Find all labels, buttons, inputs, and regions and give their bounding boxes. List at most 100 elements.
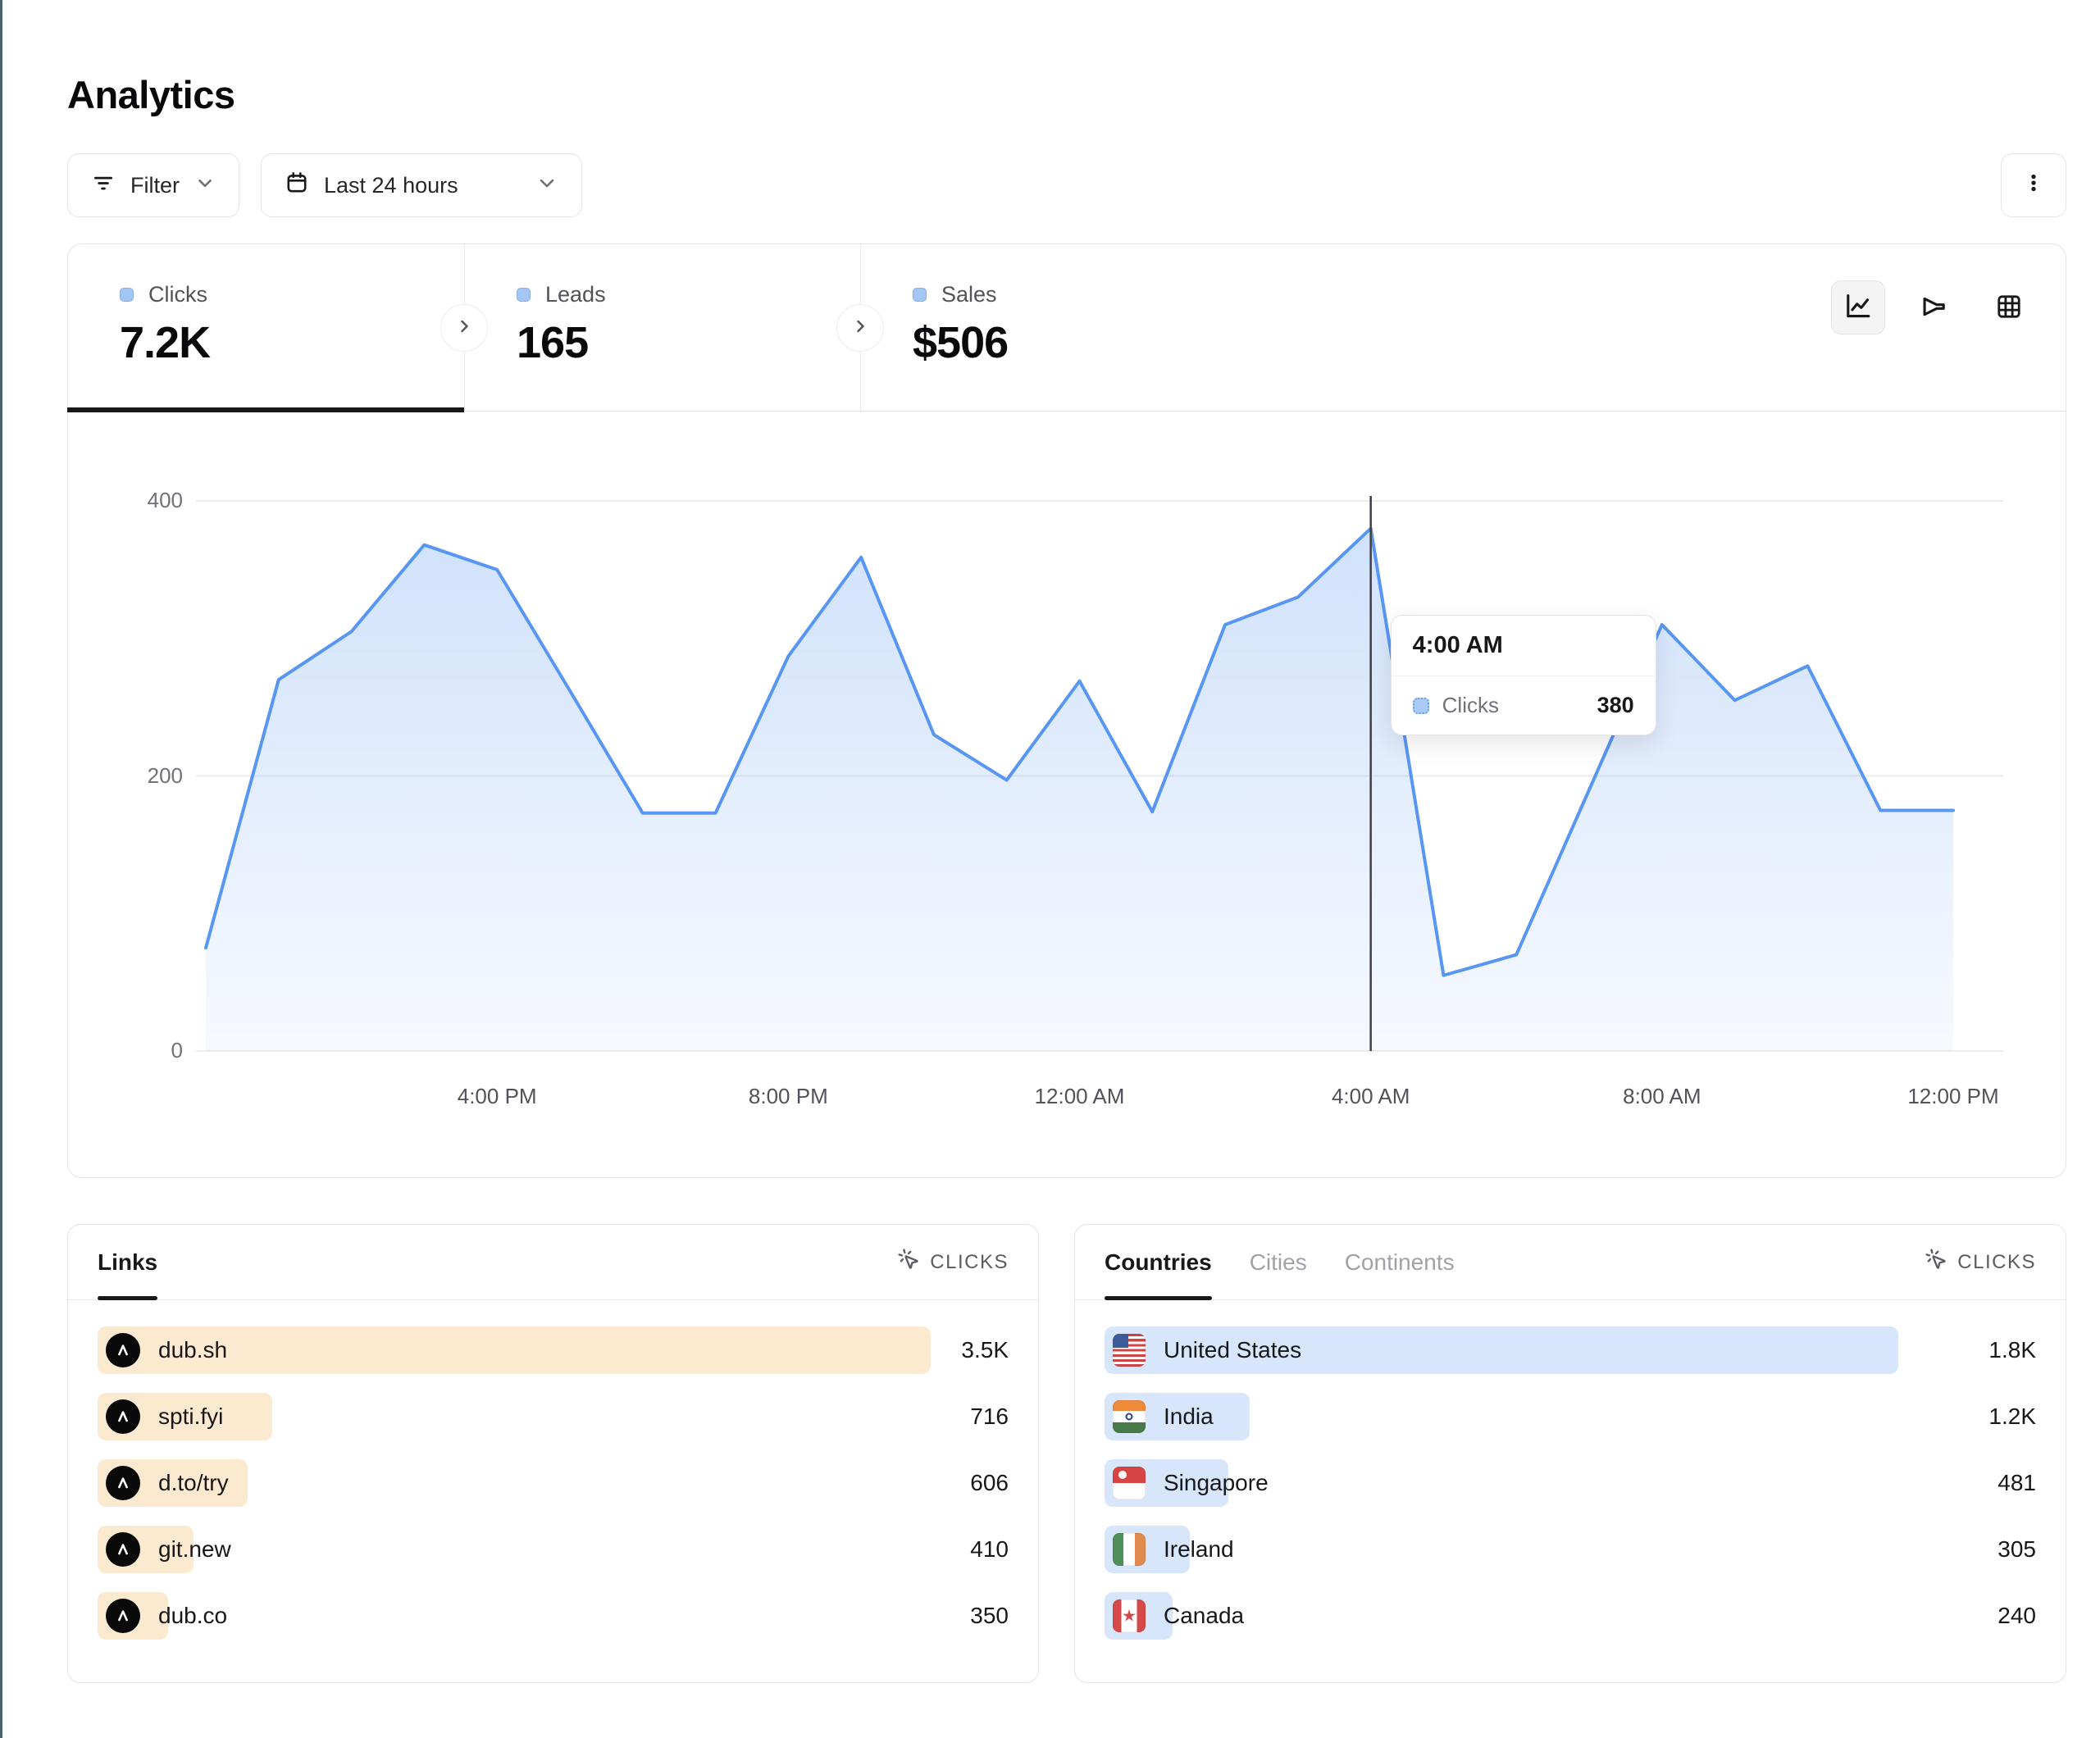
tab-continents[interactable]: Continents <box>1344 1249 1455 1275</box>
y-axis-label: 400 <box>147 488 183 512</box>
row-label: git.new <box>158 1536 231 1562</box>
row-value: 3.5K <box>961 1337 1009 1363</box>
filter-icon <box>91 171 116 201</box>
line-chart-view-button[interactable] <box>1831 280 1885 334</box>
grid-icon <box>1994 292 2024 324</box>
area-fill <box>206 528 1953 1051</box>
dub-logo-icon <box>106 1532 140 1567</box>
funnel-view-button[interactable] <box>1906 280 1961 334</box>
stat-tab-sales[interactable]: Sales $506 <box>860 244 2066 411</box>
stat-label: Sales <box>941 282 997 307</box>
tooltip-time: 4:00 AM <box>1391 616 1656 676</box>
stat-label: Clicks <box>148 282 207 307</box>
filter-button[interactable]: Filter <box>67 153 239 217</box>
countries-metric-header[interactable]: CLICKS <box>1925 1248 2036 1276</box>
y-axis-label: 0 <box>171 1038 183 1062</box>
row-label: dub.co <box>158 1603 228 1628</box>
ca-flag-icon <box>1113 1599 1146 1632</box>
countries-panel: Countries Cities Continents CLICKS United … <box>1074 1224 2066 1683</box>
x-axis-label: 8:00 AM <box>1623 1084 1701 1108</box>
row-value: 606 <box>970 1470 1009 1495</box>
links-panel-header: Links CLICKS <box>68 1225 1038 1300</box>
row-label: United States <box>1164 1337 1302 1363</box>
row-label: spti.fyi <box>158 1404 224 1429</box>
chart-view-toggle <box>1831 280 2036 334</box>
leads-series-swatch <box>517 288 531 302</box>
sg-flag-icon <box>1113 1467 1146 1499</box>
row-value: 350 <box>970 1603 1009 1628</box>
row-value: 1.2K <box>1988 1404 2036 1429</box>
date-range-label: Last 24 hours <box>324 172 458 198</box>
date-range-button[interactable]: Last 24 hours <box>261 153 582 217</box>
tooltip-series-label: Clicks <box>1442 693 1499 717</box>
analytics-page: Analytics Filter Last 24 hours <box>67 0 2066 1683</box>
row-value: 481 <box>1998 1470 2036 1495</box>
calendar-icon <box>285 171 309 201</box>
x-axis-label: 12:00 AM <box>1034 1084 1125 1108</box>
value-bar <box>1105 1326 1899 1374</box>
expand-leads-button[interactable] <box>836 303 884 352</box>
link-row[interactable]: spti.fyi 716 <box>98 1393 1009 1440</box>
analytics-card: Clicks 7.2K Leads 165 Sales $506 <box>67 243 2066 1178</box>
chart-tooltip: 4:00 AM Clicks 380 <box>1390 615 1656 735</box>
y-axis-label: 200 <box>147 762 183 788</box>
country-row[interactable]: Singapore 481 <box>1105 1459 2036 1507</box>
cursor-click-icon <box>1925 1248 1947 1276</box>
countries-panel-header: Countries Cities Continents CLICKS <box>1075 1225 2066 1300</box>
chevron-down-icon <box>535 171 558 200</box>
row-label: d.to/try <box>158 1470 229 1495</box>
dub-logo-icon <box>106 1466 140 1500</box>
dub-logo-icon <box>106 1333 140 1367</box>
stat-label: Leads <box>545 282 606 307</box>
country-row[interactable]: India 1.2K <box>1105 1393 2036 1440</box>
tab-cities[interactable]: Cities <box>1249 1249 1307 1275</box>
clicks-chart[interactable]: 4:00 AM Clicks 380 0 200 400 4:00 PM 8:00 PM… <box>68 412 2066 1177</box>
links-metric-label: CLICKS <box>930 1250 1009 1273</box>
stat-value: 165 <box>517 318 589 367</box>
country-row[interactable]: United States 1.8K <box>1105 1326 2036 1374</box>
grid-view-button[interactable] <box>1982 280 2036 334</box>
link-row[interactable]: d.to/try 606 <box>98 1459 1009 1507</box>
kebab-menu-icon <box>2021 171 2046 201</box>
country-row[interactable]: Ireland 305 <box>1105 1526 2036 1573</box>
links-metric-header[interactable]: CLICKS <box>897 1248 1009 1276</box>
tab-links[interactable]: Links <box>98 1225 158 1300</box>
link-row[interactable]: dub.co 350 <box>98 1592 1009 1640</box>
value-bar <box>98 1326 931 1374</box>
chevron-right-icon <box>454 316 474 339</box>
row-value: 1.8K <box>1988 1337 2036 1363</box>
link-row[interactable]: git.new 410 <box>98 1526 1009 1573</box>
expand-clicks-button[interactable] <box>440 303 488 352</box>
dub-logo-icon <box>106 1399 140 1434</box>
chevron-down-icon <box>194 172 216 199</box>
links-list: dub.sh 3.5K spti.fyi 716 d.to/try 606 git.new 4… <box>68 1300 1038 1666</box>
countries-metric-label: CLICKS <box>1957 1250 2036 1273</box>
row-label: Ireland <box>1164 1536 1234 1562</box>
more-options-button[interactable] <box>2001 153 2066 217</box>
stat-tab-leads[interactable]: Leads 165 <box>464 244 860 411</box>
stat-value: $506 <box>913 318 1009 367</box>
x-axis-label: 8:00 PM <box>748 1084 828 1108</box>
link-row[interactable]: dub.sh 3.5K <box>98 1326 1009 1374</box>
window-edge-accent <box>0 0 2 1738</box>
sales-series-swatch <box>913 288 927 302</box>
cursor-click-icon <box>897 1248 920 1276</box>
stat-tab-clicks[interactable]: Clicks 7.2K <box>67 244 464 412</box>
chevron-right-icon <box>850 316 870 339</box>
row-value: 305 <box>1998 1536 2036 1562</box>
row-value: 410 <box>970 1536 1009 1562</box>
line-chart-icon <box>1843 292 1873 324</box>
in-flag-icon <box>1113 1400 1146 1433</box>
row-label: dub.sh <box>158 1337 228 1363</box>
filter-button-label: Filter <box>130 172 180 198</box>
row-label: India <box>1164 1404 1214 1429</box>
stats-tab-row: Clicks 7.2K Leads 165 Sales $506 <box>67 244 2066 412</box>
row-label: Singapore <box>1164 1470 1269 1495</box>
country-row[interactable]: Canada 240 <box>1105 1592 2036 1640</box>
tab-countries[interactable]: Countries <box>1105 1225 1212 1300</box>
breakdown-panels: Links CLICKS dub.sh 3.5K spti.fyi 716 d.to/t… <box>67 1224 2066 1683</box>
stat-value: 7.2K <box>120 318 211 367</box>
page-title: Analytics <box>67 73 235 116</box>
row-value: 716 <box>970 1404 1009 1429</box>
row-value: 240 <box>1998 1603 2036 1628</box>
